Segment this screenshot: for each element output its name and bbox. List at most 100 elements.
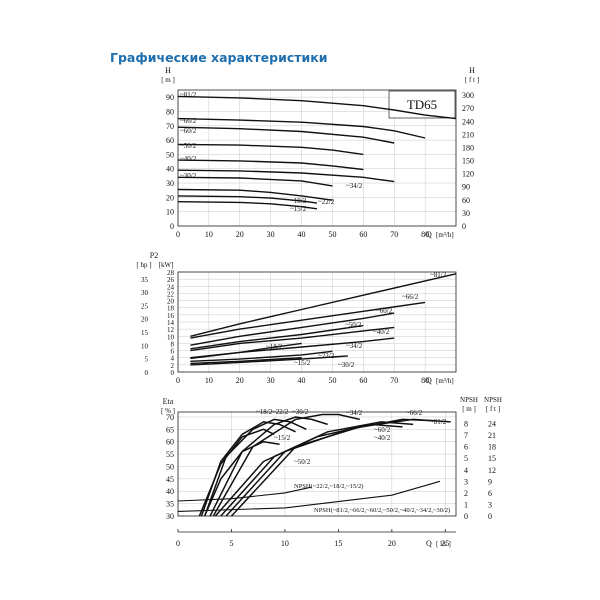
head-y-tick-label: 50 xyxy=(166,150,174,159)
eff-series-label: ~50/2 xyxy=(294,458,311,466)
head-x-tick-label: 30 xyxy=(267,230,275,239)
power-kw-tick-label: 26 xyxy=(167,276,175,284)
power-x-tick-label: 40 xyxy=(298,376,306,385)
npsh-ft-tick-label: 9 xyxy=(488,477,492,486)
head-y-right-tick-label: 120 xyxy=(462,170,474,179)
head-y-right-tick-label: 180 xyxy=(462,143,474,152)
head-y-tick-label: 40 xyxy=(166,165,174,174)
head-curve-81-2 xyxy=(177,95,457,120)
eff-y-tick-label: 40 xyxy=(166,487,174,496)
eff-series-label: ~40/2 xyxy=(374,434,391,442)
eff-y-tick-label: 60 xyxy=(166,438,174,447)
head-x-axis-label: Q xyxy=(426,230,432,239)
npsh-m-tick-label: 0 xyxy=(464,512,468,521)
eff-y-tick-label: 50 xyxy=(166,462,174,471)
eff-x-tick-label: 5 xyxy=(229,539,233,548)
head-series-label: ~22/2 xyxy=(318,198,335,206)
head-y-tick-label: 0 xyxy=(170,222,174,231)
npsh-curve-1 xyxy=(177,486,312,502)
eff-y-axis-unit: [ % ] xyxy=(161,407,175,415)
power-curve-15-2 xyxy=(190,357,302,365)
npsh-ft-tick-label: 6 xyxy=(488,489,492,498)
power-curve-50-2 xyxy=(190,324,364,350)
power-hp-unit: [ hp ] xyxy=(136,261,151,269)
eff-y-tick-label: 45 xyxy=(166,475,174,484)
power-series-label: ~66/2 xyxy=(402,293,419,301)
head-x-tick-label: 20 xyxy=(236,230,244,239)
head-y-axis-unit: [ m ] xyxy=(161,76,175,84)
head-series-label: ~40/2 xyxy=(180,155,197,163)
head-y-axis-label: H xyxy=(165,66,171,75)
head-curve-50-2 xyxy=(177,143,364,156)
head-x-tick-label: 10 xyxy=(205,230,213,239)
npsh-m-tick-label: 3 xyxy=(464,477,468,486)
eff-series-label: ~81/2 xyxy=(430,418,447,426)
npsh-axis-label: NPSH xyxy=(460,396,478,404)
npsh-axis-label-ft: NPSH xyxy=(484,396,502,404)
head-y-tick-label: 20 xyxy=(166,193,174,202)
power-series-label: ~15/2 xyxy=(294,359,311,367)
power-kw-tick-label: 8 xyxy=(171,340,175,348)
head-series-label: ~81/2 xyxy=(180,91,197,99)
eff-x-tick-label: 25 xyxy=(441,539,449,548)
power-hp-tick-label: 20 xyxy=(141,316,149,324)
head-y-right-axis-label: H xyxy=(469,66,475,75)
power-hp-tick-label: 30 xyxy=(141,289,149,297)
power-series-label: ~60/2 xyxy=(376,307,393,315)
head-curve-30-2 xyxy=(177,176,333,187)
npsh-ft-tick-label: 15 xyxy=(488,454,496,463)
head-y-right-tick-label: 0 xyxy=(462,222,466,231)
head-y-tick-label: 70 xyxy=(166,122,174,131)
head-curve-18-2 xyxy=(177,195,318,204)
head-curve-15-2 xyxy=(177,201,318,210)
head-y-tick-label: 10 xyxy=(166,208,174,217)
npsh-ft-tick-label: 18 xyxy=(488,443,496,452)
eff-x-tick-label: 10 xyxy=(281,539,289,548)
power-series-label: ~30/2 xyxy=(338,361,355,369)
head-x-tick-label: 40 xyxy=(298,230,306,239)
power-x-tick-label: 10 xyxy=(205,376,213,385)
head-y-right-tick-label: 240 xyxy=(462,117,474,126)
npsh-curve-2 xyxy=(177,480,441,512)
power-kw-tick-label: 16 xyxy=(167,312,175,320)
head-y-tick-label: 30 xyxy=(166,179,174,188)
head-x-axis-unit: [m³/h] xyxy=(436,231,454,239)
head-series-label: ~30/2 xyxy=(180,172,197,180)
eff-x-tick-label: 20 xyxy=(388,539,396,548)
power-hp-tick-label: 35 xyxy=(141,276,149,284)
npsh-label-small: NPSH(~22/2,~18/2,~15/2) xyxy=(294,483,363,490)
power-x-tick-label: 70 xyxy=(390,376,398,385)
power-plot-frame xyxy=(177,271,457,373)
eff-series-label: ~15/2 xyxy=(274,434,291,442)
power-series-label: ~18/2 xyxy=(266,343,283,351)
efficiency-chart: 0 5 10 15 20 25Q[ l/s ]3035404550556065700123… xyxy=(161,396,502,548)
power-kw-tick-label: 28 xyxy=(167,269,175,277)
eff-curve-22-2 xyxy=(203,418,307,517)
head-series-label: ~66/2 xyxy=(180,117,197,125)
head-series-label: ~50/2 xyxy=(180,142,197,150)
power-kw-tick-label: 6 xyxy=(171,348,175,356)
power-hp-tick-label: 5 xyxy=(145,356,149,364)
npsh-ft-tick-label: 21 xyxy=(488,431,496,440)
power-hp-tick-label: 15 xyxy=(141,329,149,337)
power-kw-tick-label: 12 xyxy=(167,326,175,334)
head-x-tick-label: 80 xyxy=(421,230,429,239)
power-x-tick-label: 80 xyxy=(421,376,429,385)
power-kw-tick-label: 14 xyxy=(167,319,175,327)
head-x-tick-label: 60 xyxy=(359,230,367,239)
head-series-label: ~18/2 xyxy=(290,197,307,205)
power-x-axis-unit: [m³/h] xyxy=(436,377,454,385)
npsh-label-large: NPSH(~81/2,~66/2,~60/2,~50/2,~40/2,~34/2… xyxy=(314,507,450,514)
npsh-ft-tick-label: 3 xyxy=(488,500,492,509)
power-kw-tick-label: 2 xyxy=(171,362,175,370)
head-y-right-tick-label: 210 xyxy=(462,130,474,139)
power-x-tick-label: 30 xyxy=(267,376,275,385)
power-kw-tick-label: 0 xyxy=(171,369,175,377)
page-title: Графические характеристики xyxy=(110,50,328,65)
eff-x-tick-label: 15 xyxy=(334,539,342,548)
npsh-ft-tick-label: 0 xyxy=(488,512,492,521)
model-label: TD65 xyxy=(407,97,437,112)
npsh-m-tick-label: 2 xyxy=(464,489,468,498)
eff-series-label: ~66/2 xyxy=(406,409,423,417)
